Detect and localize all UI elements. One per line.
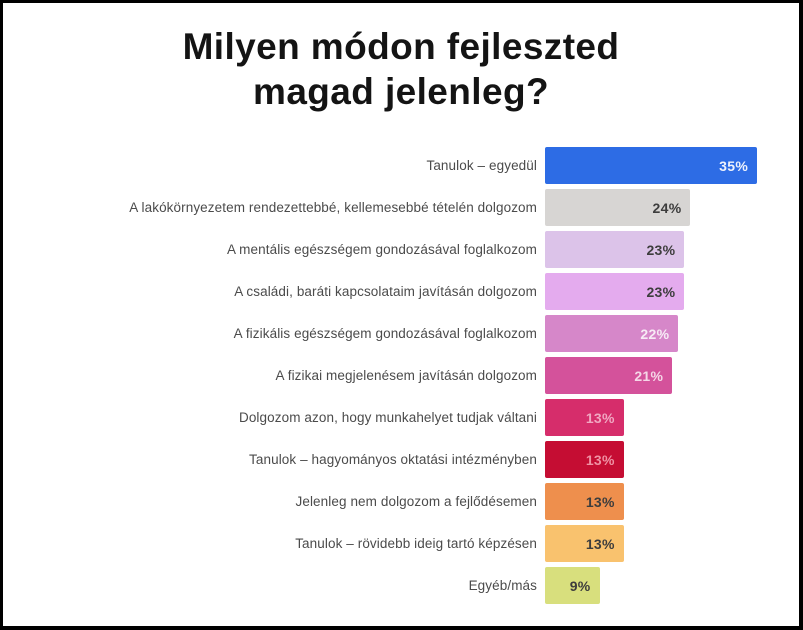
value-label: 23% — [646, 283, 676, 300]
chart-title-line-2: magad jelenleg? — [253, 71, 549, 112]
category-label: Tanulok – rövidebb ideig tartó képzésen — [295, 536, 537, 551]
bar-row: A fizikális egészségem gondozásával fogl… — [3, 315, 799, 352]
bar: 35% — [545, 147, 758, 184]
category-label: A családi, baráti kapcsolataim javításán… — [234, 284, 537, 299]
bar-rows: Tanulok – egyedül 35% A lakókörnyezetem re… — [3, 147, 799, 604]
bar-row: Tanulok – hagyományos oktatási intézmény… — [3, 441, 799, 478]
bar: 23% — [545, 273, 685, 310]
category-label: Jelenleg nem dolgozom a fejlődésemen — [295, 494, 537, 509]
bar-row: Dolgozom azon, hogy munkahelyet tudjak v… — [3, 399, 799, 436]
value-label: 35% — [719, 157, 749, 174]
value-label: 13% — [585, 451, 615, 468]
bar-row: Egyéb/más 9% — [3, 567, 799, 604]
bar: 23% — [545, 231, 685, 268]
chart-title: Milyen módon fejleszted magad jelenleg? — [3, 24, 799, 114]
bar-row: Jelenleg nem dolgozom a fejlődésemen 13% — [3, 483, 799, 520]
bar-row: A lakókörnyezetem rendezettebbé, kelleme… — [3, 189, 799, 226]
bar: 21% — [545, 357, 673, 394]
value-label: 21% — [634, 367, 664, 384]
category-label: Tanulok – hagyományos oktatási intézmény… — [249, 452, 537, 467]
value-label: 23% — [646, 241, 676, 258]
bar-row: A családi, baráti kapcsolataim javításán… — [3, 273, 799, 310]
category-label: Dolgozom azon, hogy munkahelyet tudjak v… — [238, 410, 537, 425]
category-label: A mentális egészségem gondozásával fogla… — [226, 242, 537, 257]
bar: 9% — [545, 567, 600, 604]
value-label: 22% — [640, 325, 670, 342]
value-label: 13% — [585, 493, 615, 510]
bar: 13% — [545, 399, 624, 436]
category-label: Egyéb/más — [468, 578, 537, 593]
category-label: Tanulok – egyedül — [426, 158, 537, 173]
category-label: A fizikai megjelenésem javításán dolgozo… — [275, 368, 537, 383]
value-label: 9% — [569, 577, 591, 594]
value-label: 13% — [585, 409, 615, 426]
value-label: 13% — [585, 535, 615, 552]
bar: 22% — [545, 315, 679, 352]
category-label: A fizikális egészségem gondozásával fogl… — [233, 326, 537, 341]
bar-row: Tanulok – rövidebb ideig tartó képzésen 1… — [3, 525, 799, 562]
bar: 13% — [545, 483, 624, 520]
value-label: 24% — [652, 199, 682, 216]
bar: 13% — [545, 441, 624, 478]
bar-row: Tanulok – egyedül 35% — [3, 147, 799, 184]
chart-title-line-1: Milyen módon fejleszted — [182, 26, 620, 67]
bar: 24% — [545, 189, 691, 226]
category-label: A lakókörnyezetem rendezettebbé, kelleme… — [129, 200, 537, 215]
bar-row: A mentális egészségem gondozásával fogla… — [3, 231, 799, 268]
bar-row: A fizikai megjelenésem javításán dolgozo… — [3, 357, 799, 394]
bar: 13% — [545, 525, 624, 562]
